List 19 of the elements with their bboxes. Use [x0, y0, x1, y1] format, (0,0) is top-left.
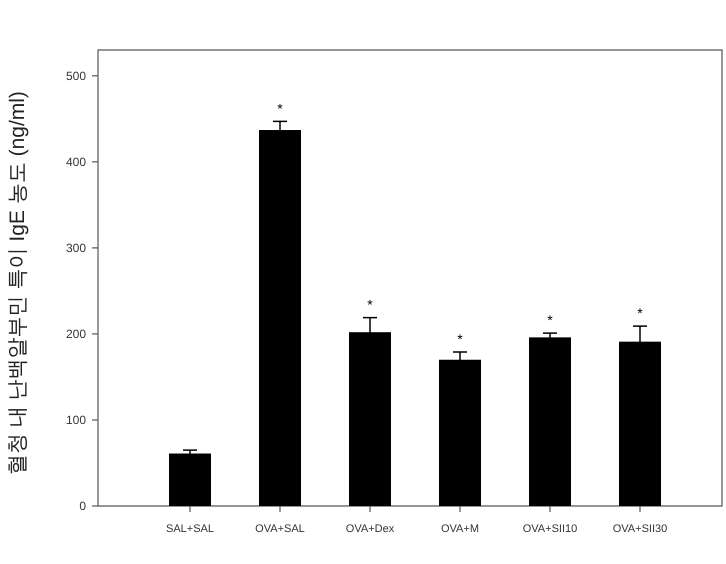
x-tick-label: OVA+M: [440, 523, 480, 535]
y-tick-label: 0: [79, 499, 86, 513]
data-label: *: [637, 305, 644, 322]
data-label: *: [547, 312, 554, 328]
x-tick-label: OVA+SII10: [522, 523, 578, 535]
bar: [169, 454, 211, 506]
data-label: *: [457, 330, 464, 347]
x-tick-label: OVA+Dex: [346, 523, 395, 535]
x-tick-label: OVA+SAL: [255, 523, 305, 535]
y-tick-label: 500: [66, 68, 86, 83]
x-tick-label: SAL+SAL: [166, 523, 214, 535]
y-tick-label: 200: [66, 326, 86, 341]
data-label: *: [277, 100, 284, 116]
y-tick-label: 100: [66, 412, 86, 427]
data-label: *: [367, 296, 374, 313]
y-tick-label: 400: [66, 154, 86, 169]
y-tick-label: 300: [66, 240, 86, 255]
y-axis-title: 혈청 내 난백알부민 특이 IgE 농도 (ng/ml): [6, 91, 29, 475]
x-tick-label: OVA+SII30: [612, 523, 668, 535]
